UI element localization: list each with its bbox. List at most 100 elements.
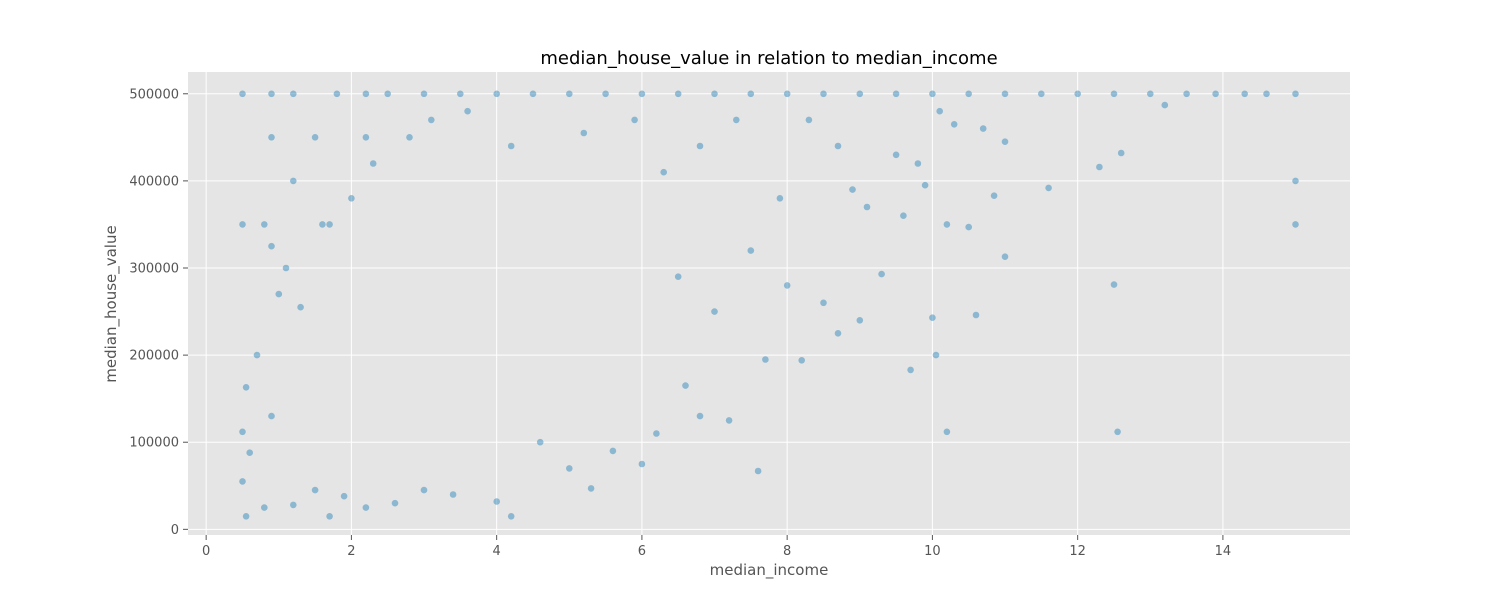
scatter-point: [711, 308, 718, 315]
scatter-point: [1292, 90, 1299, 98]
scatter-point: [493, 498, 501, 505]
scatter-point: [1292, 177, 1299, 185]
scatter-point: [428, 116, 435, 124]
y-tick-label: 0: [171, 523, 179, 538]
x-axis-label: median_income: [710, 561, 829, 580]
scatter-point: [268, 412, 275, 420]
scatter-point: [348, 195, 355, 202]
scatter-point: [326, 221, 333, 228]
scatter-point: [1038, 90, 1045, 98]
scatter-point: [420, 486, 428, 494]
scatter-point: [246, 449, 253, 457]
scatter-point: [1001, 253, 1009, 260]
scatter-point: [602, 90, 609, 98]
scatter-point: [261, 221, 268, 228]
scatter-point: [762, 356, 769, 363]
scatter-point: [638, 460, 646, 468]
scatter-point: [631, 116, 638, 124]
y-tick-label: 200000: [129, 349, 179, 364]
y-axis-label: median_house_value: [102, 225, 121, 382]
scatter-point: [878, 270, 885, 278]
scatter-point: [529, 90, 537, 98]
scatter-point: [921, 181, 929, 189]
scatter-point: [362, 504, 370, 511]
scatter-point: [929, 90, 936, 98]
scatter-point: [239, 90, 246, 98]
scatter-point: [733, 116, 740, 124]
scatter-point: [311, 134, 319, 141]
scatter-point: [943, 428, 951, 436]
scatter-point: [950, 121, 958, 128]
scatter-point: [932, 351, 940, 359]
chart-title: median_house_value in relation to median…: [540, 48, 997, 69]
scatter-point: [239, 221, 246, 228]
x-tick-label: 8: [783, 544, 791, 559]
scatter-point: [820, 90, 827, 98]
scatter-point: [464, 107, 471, 115]
x-tick-label: 4: [493, 544, 501, 559]
scatter-point: [507, 142, 515, 150]
scatter-point: [856, 90, 864, 98]
scatter-point: [1001, 90, 1009, 98]
x-tick-label: 6: [638, 544, 646, 559]
scatter-point: [674, 273, 682, 281]
scatter-point: [638, 90, 646, 98]
scatter-point: [587, 485, 595, 492]
scatter-point: [660, 168, 667, 176]
scatter-point: [268, 242, 275, 250]
scatter-point: [1045, 184, 1052, 192]
scatter-point: [682, 382, 689, 389]
scatter-point: [275, 290, 283, 298]
scatter-point: [1183, 90, 1190, 98]
scatter-point: [820, 299, 827, 307]
scatter-point: [834, 330, 842, 337]
scatter-point: [369, 160, 377, 167]
scatter-point: [1117, 149, 1125, 157]
x-tick-label: 12: [1069, 544, 1086, 559]
scatter-point: [326, 513, 333, 520]
scatter-point: [674, 90, 682, 98]
scatter-point: [1161, 101, 1169, 109]
scatter-point: [457, 90, 464, 98]
scatter-point: [536, 438, 544, 446]
scatter-point: [805, 116, 813, 124]
scatter-point: [914, 160, 922, 167]
scatter-point: [725, 417, 733, 424]
scatter-point: [290, 177, 297, 185]
scatter-point: [1110, 281, 1118, 288]
scatter-point: [1001, 138, 1009, 145]
scatter-point: [747, 247, 755, 254]
scatter-point: [507, 513, 515, 520]
scatter-point: [990, 192, 998, 199]
scatter-point: [239, 478, 246, 485]
scatter-point: [653, 430, 660, 437]
scatter-point: [290, 90, 297, 98]
scatter-point: [362, 134, 370, 141]
scatter-point: [783, 90, 791, 98]
scatter-point: [754, 467, 762, 475]
scatter-point: [290, 501, 297, 509]
scatter-point: [776, 195, 784, 202]
scatter-point: [972, 311, 980, 319]
grid-lines: [188, 72, 1350, 535]
scatter-point: [856, 317, 864, 324]
scatter-point: [900, 212, 907, 219]
y-tick-label: 500000: [129, 87, 179, 102]
scatter-point: [420, 90, 428, 98]
scatter-point: [936, 107, 943, 115]
scatter-point: [391, 499, 399, 507]
x-axis-ticks: 0 2 4 6 8 10 12 14: [202, 535, 1231, 559]
scatter-point: [711, 90, 718, 98]
scatter-point: [798, 357, 805, 364]
scatter-point: [609, 447, 617, 455]
scatter-point: [1074, 90, 1081, 98]
y-axis-ticks: 0 100000 200000 300000 400000 500000: [129, 87, 188, 538]
x-tick-label: 10: [924, 544, 941, 559]
scatter-point: [406, 134, 413, 141]
scatter-point: [268, 134, 275, 141]
scatter-point: [253, 351, 261, 359]
scatter-point: [849, 186, 856, 193]
scatter-point: [242, 513, 250, 520]
scatter-point: [449, 491, 457, 498]
